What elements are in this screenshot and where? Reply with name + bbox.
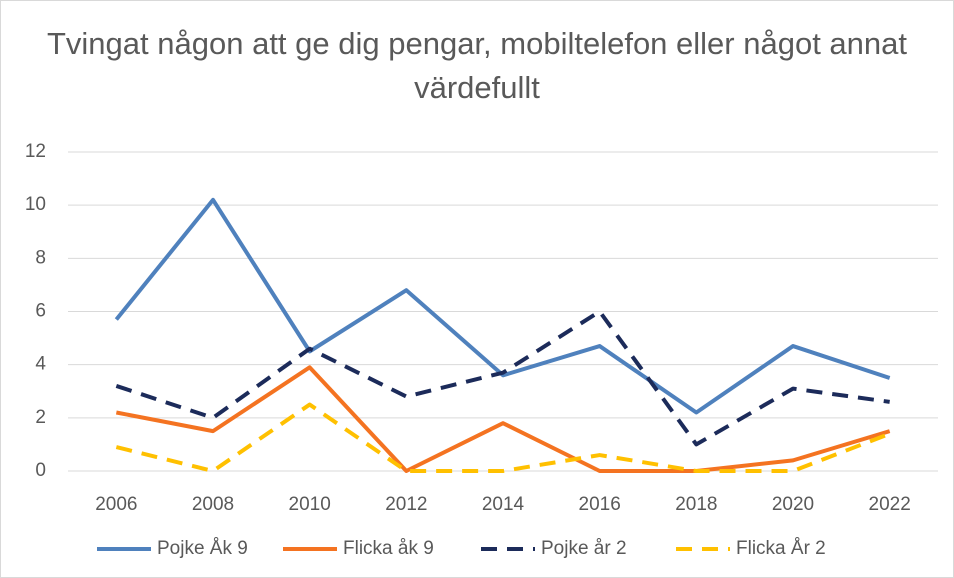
x-tick-label: 2022 bbox=[869, 494, 911, 515]
y-tick-label: 4 bbox=[35, 354, 46, 375]
x-tick-label: 2012 bbox=[385, 494, 427, 515]
x-tick-label: 2016 bbox=[579, 494, 621, 515]
x-tick-label: 2014 bbox=[482, 494, 525, 515]
y-tick-label: 10 bbox=[25, 194, 46, 215]
legend-label: Flicka År 2 bbox=[736, 538, 826, 559]
x-tick-label: 2020 bbox=[772, 494, 814, 515]
series-line bbox=[114, 197, 891, 415]
x-tick-label: 2010 bbox=[289, 494, 331, 515]
series-line bbox=[115, 309, 890, 447]
x-tick-label: 2008 bbox=[192, 494, 234, 515]
x-tick-label: 2006 bbox=[95, 494, 137, 515]
y-tick-label: 6 bbox=[35, 301, 46, 322]
x-tick-label: 2018 bbox=[675, 494, 717, 515]
legend-label: Flicka åk 9 bbox=[343, 538, 434, 559]
chart-title: Tvingat någon att ge dig pengar, mobilte… bbox=[46, 26, 907, 105]
y-tick-label: 8 bbox=[35, 247, 46, 268]
legend-label: Pojke Åk 9 bbox=[157, 538, 248, 559]
series-line bbox=[115, 402, 891, 473]
y-tick-label: 12 bbox=[25, 141, 46, 162]
legend-label: Pojke år 2 bbox=[541, 538, 627, 559]
series-line bbox=[115, 365, 891, 473]
y-tick-label: 2 bbox=[35, 407, 46, 428]
y-tick-label: 0 bbox=[35, 460, 46, 481]
